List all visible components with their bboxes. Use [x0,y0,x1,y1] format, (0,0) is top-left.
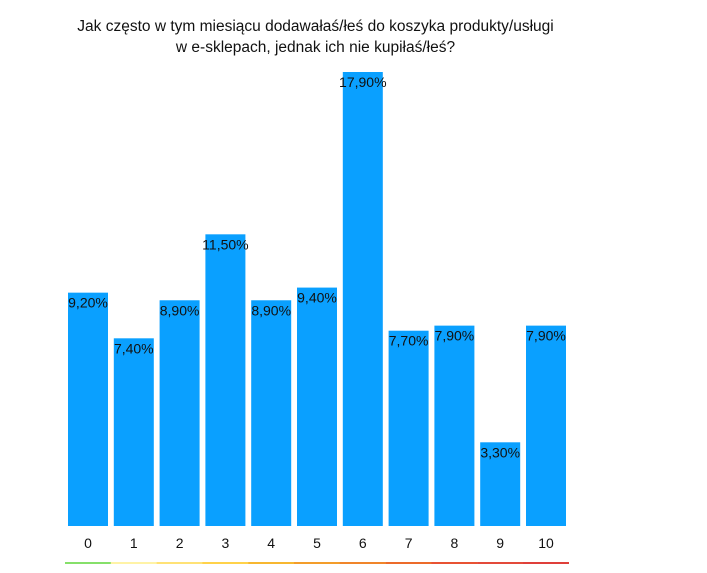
bar-7 [388,330,429,526]
chart-title: Jak często w tym miesiącu dodawałaś/łeś … [0,16,631,58]
bar-1 [113,338,154,526]
scale-strip-segment-7 [385,562,432,564]
x-tick-label-6: 6 [359,535,367,551]
data-label-1: 7,40% [114,340,154,356]
x-tick-label-1: 1 [130,535,138,551]
bar-4 [251,300,292,526]
data-label-6: 17,90% [339,74,386,90]
x-tick-label-3: 3 [222,535,230,551]
scale-strip-segment-3 [202,562,249,564]
scale-strip-segment-8 [431,562,478,564]
scale-strip-segment-9 [477,562,524,564]
x-tick-label-0: 0 [84,535,92,551]
bar-10 [526,325,566,526]
data-label-4: 8,90% [251,302,291,318]
data-label-3: 11,50% [202,236,248,252]
x-tick-label-9: 9 [496,535,504,551]
x-tick-label-2: 2 [176,535,184,551]
x-tick-label-8: 8 [451,535,459,551]
bar-2 [159,300,200,526]
x-tick-label-5: 5 [313,535,321,551]
scale-strip-segment-0 [65,562,111,564]
x-tick-label-7: 7 [405,535,413,551]
data-label-9: 3,30% [480,444,520,460]
data-labels-group: 9,20% 7,40% 8,90% 11,50% 8,90% 9,40% 17,90% 7,7… [68,74,566,460]
scale-strip-segment-1 [110,562,157,564]
bar-9 [480,442,521,526]
x-tick-label-10: 10 [538,535,554,551]
data-label-2: 8,90% [160,302,200,318]
scale-strip-segment-2 [156,562,203,564]
scale-strip-segment-10 [523,562,569,564]
x-tick-label-4: 4 [267,535,275,551]
bar-5 [297,287,337,526]
scale-strip-segment-6 [339,562,386,564]
bar-0 [68,292,108,526]
data-label-8: 7,90% [435,328,475,344]
chart-title-line-2: w e-sklepach, jednak ich nie kupiłaś/łeś… [175,39,456,56]
chart-title-line-1: Jak często w tym miesiącu dodawałaś/łeś … [77,18,554,35]
bar-3 [205,234,246,526]
scale-strip-segment-4 [248,562,295,564]
scale-strip-segment-5 [294,562,340,564]
bar-8 [434,325,475,526]
data-label-0: 9,20% [68,295,108,311]
bars-group [68,72,566,526]
scale-color-strip [65,562,569,564]
data-label-7: 7,70% [389,333,429,349]
data-label-5: 9,40% [297,290,337,306]
data-label-10: 7,90% [526,328,566,344]
x-tick-labels-group: 0 1 2 3 4 5 6 7 8 9 10 [84,535,554,551]
bar-6 [342,72,383,526]
